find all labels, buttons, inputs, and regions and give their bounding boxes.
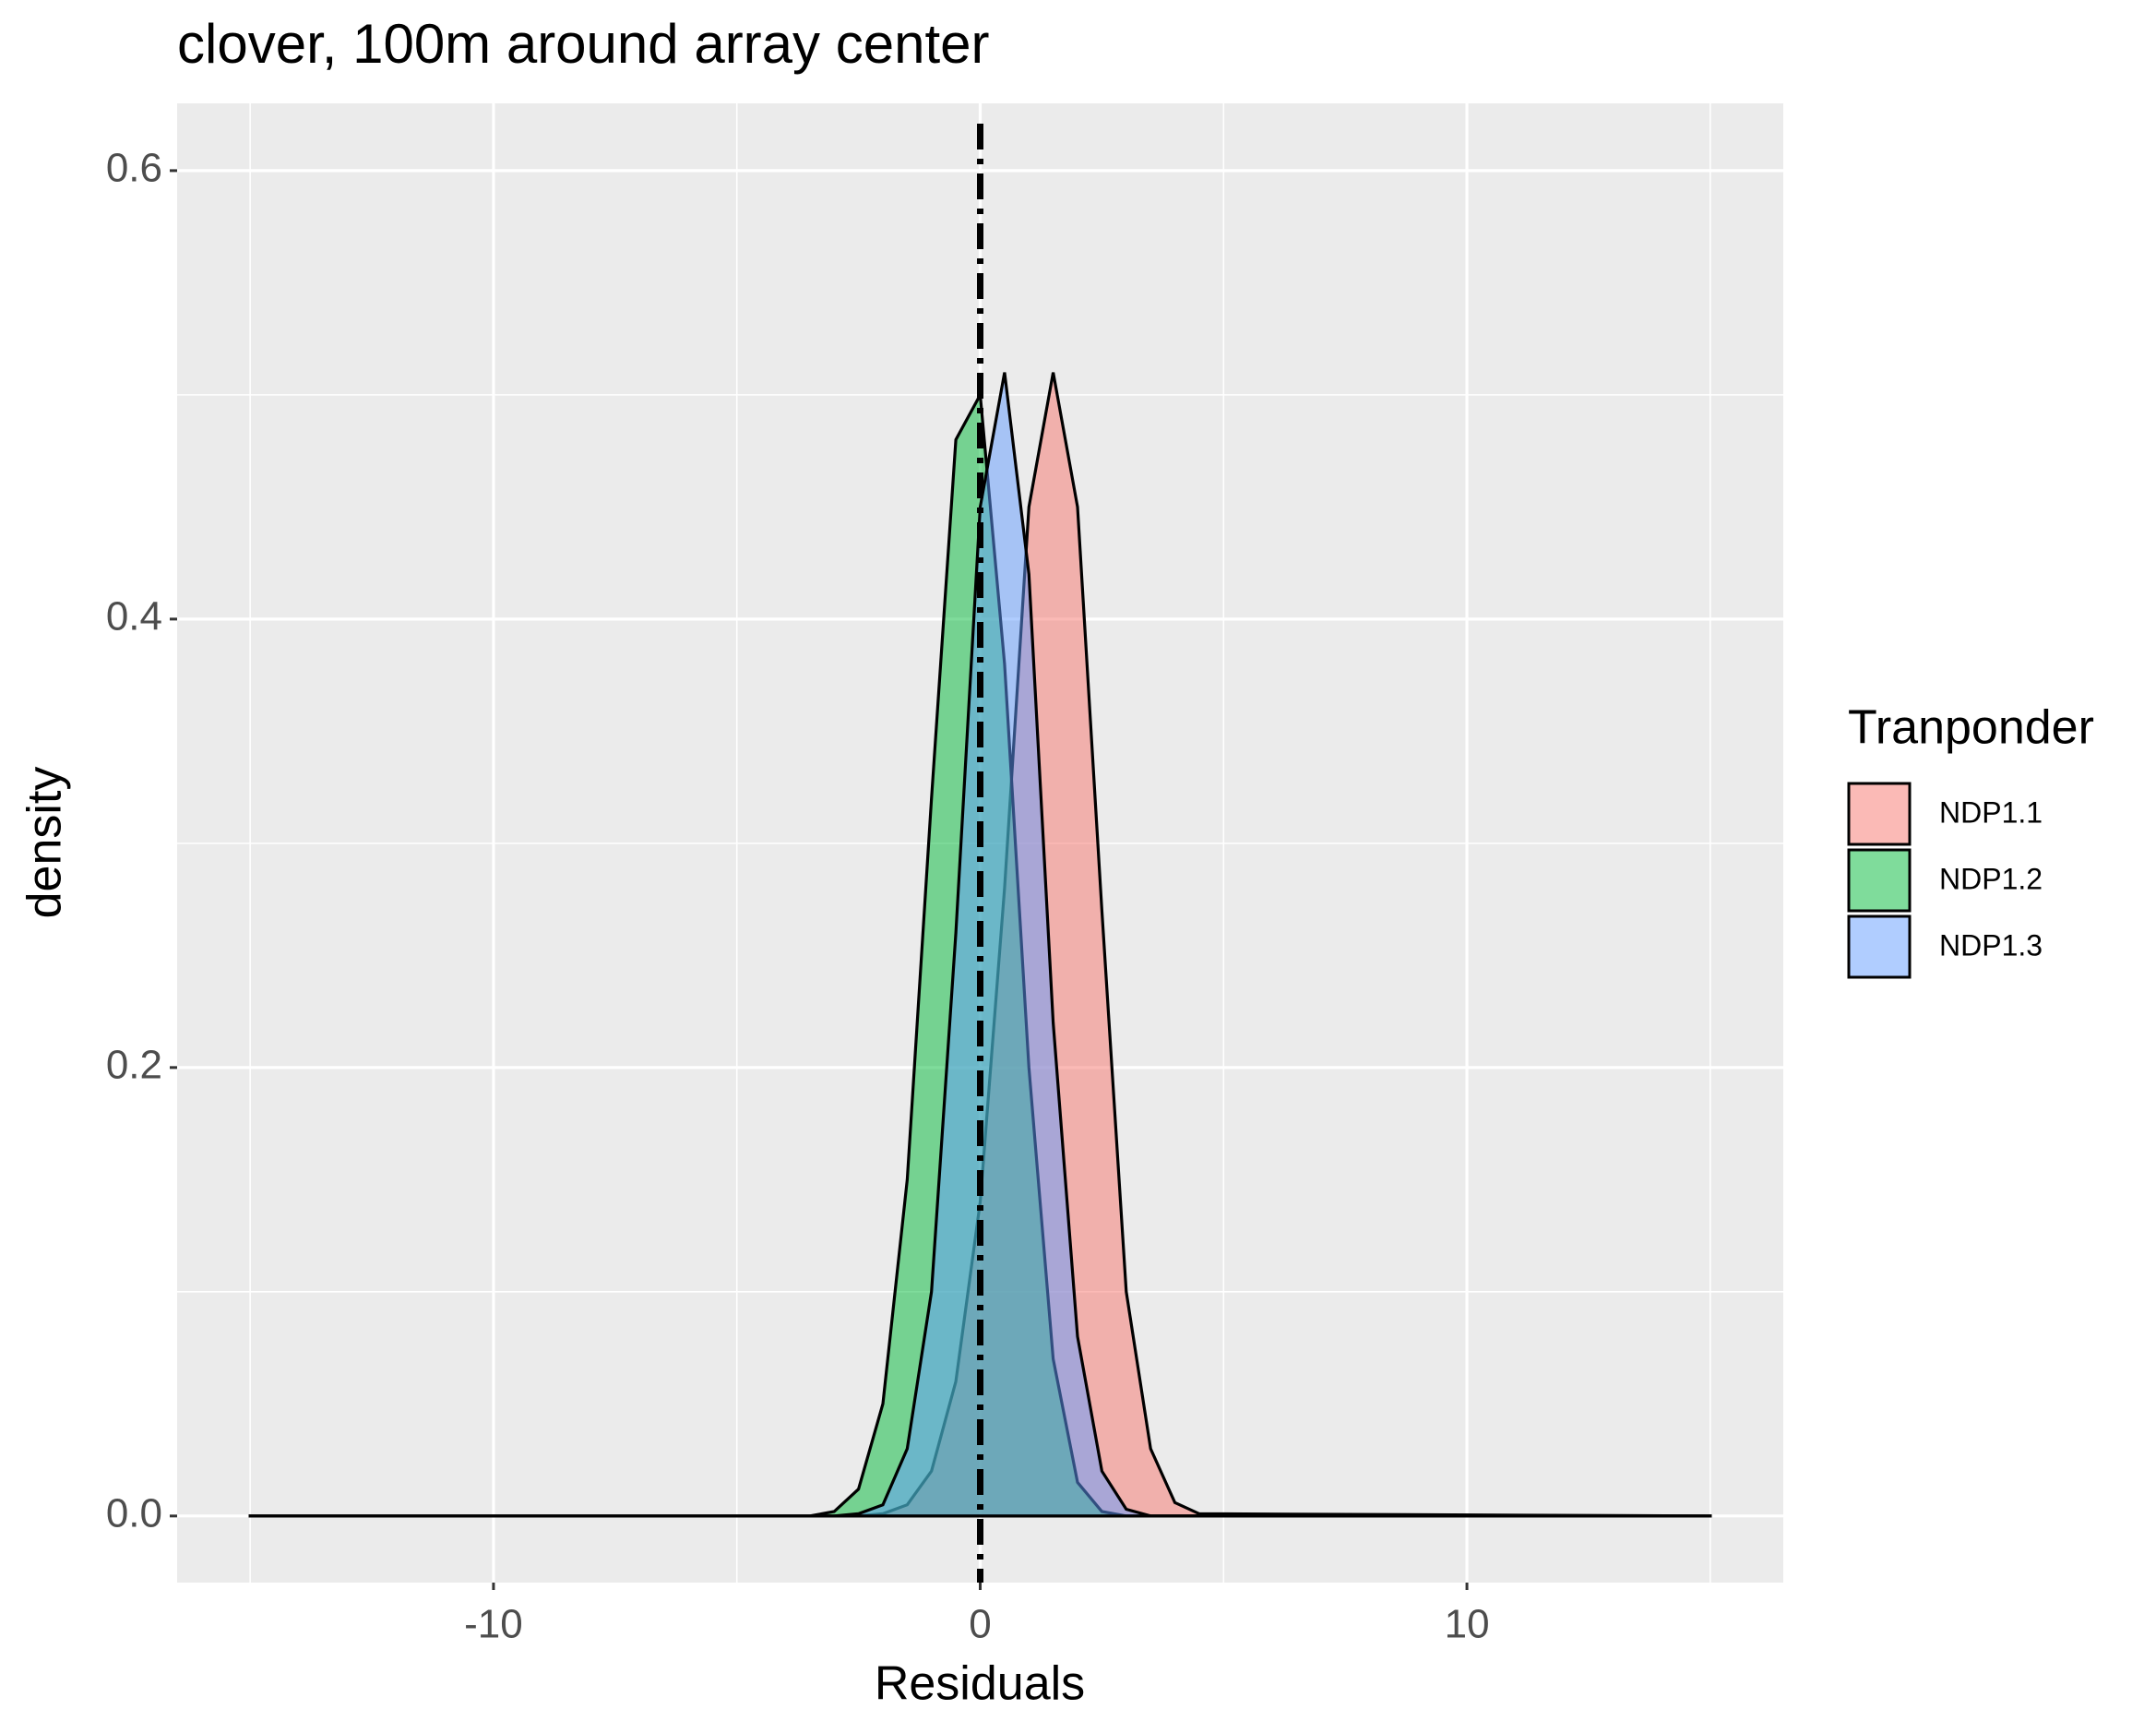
legend-key xyxy=(1847,848,1912,913)
legend-label: NDP1.2 xyxy=(1939,862,2043,895)
y-tick-label: 0.0 xyxy=(106,1490,162,1536)
y-tick-label: 0.2 xyxy=(106,1042,162,1087)
legend-label: NDP1.3 xyxy=(1939,928,2043,962)
legend-label: NDP1.1 xyxy=(1939,795,2043,829)
x-axis-label: Residuals xyxy=(875,1657,1085,1711)
y-tick-label: 0.4 xyxy=(106,594,162,639)
y-axis-label: density xyxy=(18,767,72,919)
x-tick-label: 10 xyxy=(1445,1602,1490,1647)
x-tick-label: 0 xyxy=(969,1602,991,1647)
chart-title: clover, 100m around array center xyxy=(177,13,989,75)
legend-title: Tranponder xyxy=(1848,701,2094,755)
legend-key xyxy=(1847,782,1912,846)
legend-key xyxy=(1847,914,1912,979)
x-tick-label: -10 xyxy=(464,1602,523,1647)
y-tick-label: 0.6 xyxy=(106,146,162,191)
